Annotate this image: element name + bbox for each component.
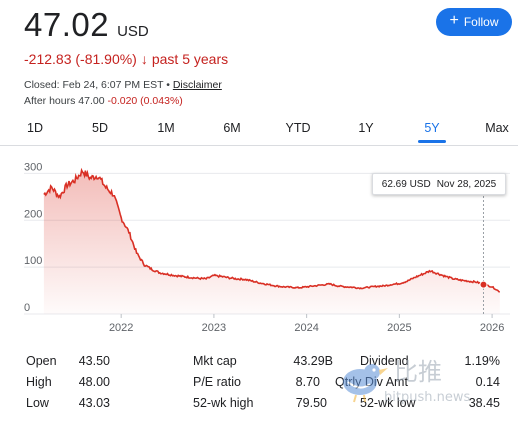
tabs-divider [0, 145, 518, 146]
stat-52wk-low-label: 52-wk low [360, 396, 416, 410]
change-period: past 5 years [151, 51, 229, 67]
tab-max[interactable]: Max [485, 121, 509, 135]
x-tick-label: 2022 [109, 322, 133, 334]
stat-52wk-high-value: 79.50 [295, 396, 327, 410]
stat-mktcap-label: Mkt cap [193, 354, 237, 368]
y-tick-label: 300 [24, 161, 42, 173]
stat-high-label: High [26, 375, 52, 389]
tab-1m[interactable]: 1M [157, 121, 175, 135]
stat-low-label: Low [26, 396, 49, 410]
closed-time: Closed: Feb 24, 6:07 PM EST [24, 79, 164, 91]
x-tick-label: 2024 [294, 322, 318, 334]
x-tick-label: 2023 [202, 322, 226, 334]
price-area [43, 170, 500, 314]
y-tick-label: 200 [24, 208, 42, 220]
key-stats: Open 43.50 High 48.00 Low 43.03 Mkt cap … [0, 348, 518, 418]
follow-label: Follow [463, 15, 499, 29]
stat-open-value: 43.50 [78, 354, 110, 368]
y-tick-label: 100 [24, 255, 42, 267]
tab-5y[interactable]: 5Y [424, 121, 440, 135]
tab-ytd[interactable]: YTD [285, 121, 311, 135]
stat-pe-label: P/E ratio [193, 375, 241, 389]
after-hours-change: -0.020 (0.043%) [107, 95, 183, 107]
closed-info: Closed: Feb 24, 6:07 PM EST • Disclaimer [24, 79, 222, 91]
current-price: 47.02 [24, 6, 110, 43]
tab-1y[interactable]: 1Y [358, 121, 374, 135]
down-arrow-icon: ↓ [140, 51, 148, 67]
follow-button[interactable]: + Follow [436, 8, 512, 36]
stat-52wk-low-value: 38.45 [468, 396, 500, 410]
active-tab-indicator [418, 140, 446, 143]
stat-dividend-label: Dividend [360, 354, 409, 368]
stat-open-label: Open [26, 354, 57, 368]
stat-dividend-value: 1.19% [464, 354, 500, 368]
x-tick-label: 2025 [387, 322, 411, 334]
tooltip-price: 62.69 USD [381, 178, 431, 190]
stat-low-value: 43.03 [78, 396, 110, 410]
stat-52wk-high-label: 52-wk high [193, 396, 254, 410]
tab-6m[interactable]: 6M [223, 121, 241, 135]
after-hours-price: After hours 47.00 [24, 95, 105, 107]
range-tabs: 1D 5D 1M 6M YTD 1Y 5Y Max [0, 117, 518, 143]
hover-point [479, 280, 488, 289]
after-hours-info: After hours 47.00 -0.020 (0.043%) [24, 95, 183, 107]
change-value: -212.83 (-81.90%) [24, 51, 137, 67]
stat-mktcap-value: 43.29B [293, 354, 333, 368]
x-tick-label: 2026 [480, 322, 504, 334]
tooltip-date: Nov 28, 2025 [436, 178, 497, 190]
stat-qtrly-div-label: Qtrly Div Amt [335, 375, 408, 389]
price-line [43, 167, 501, 293]
price-header: 47.02 USD [24, 6, 149, 44]
price-chart[interactable]: 0 100 200 300 2022 2023 2024 2025 2026 [0, 146, 518, 336]
tab-1d[interactable]: 1D [27, 121, 43, 135]
disclaimer-link[interactable]: Disclaimer [172, 79, 222, 91]
stat-qtrly-div-value: 0.14 [475, 375, 500, 389]
stat-high-value: 48.00 [78, 375, 110, 389]
price-change: -212.83 (-81.90%) ↓ past 5 years [24, 51, 228, 67]
y-tick-label: 0 [24, 302, 30, 314]
tab-5d[interactable]: 5D [92, 121, 108, 135]
plus-icon: + [449, 12, 459, 29]
currency-label: USD [117, 23, 149, 40]
stat-pe-value: 8.70 [295, 375, 320, 389]
separator-dot: • [166, 79, 170, 91]
chart-tooltip: 62.69 USD Nov 28, 2025 [372, 173, 506, 195]
